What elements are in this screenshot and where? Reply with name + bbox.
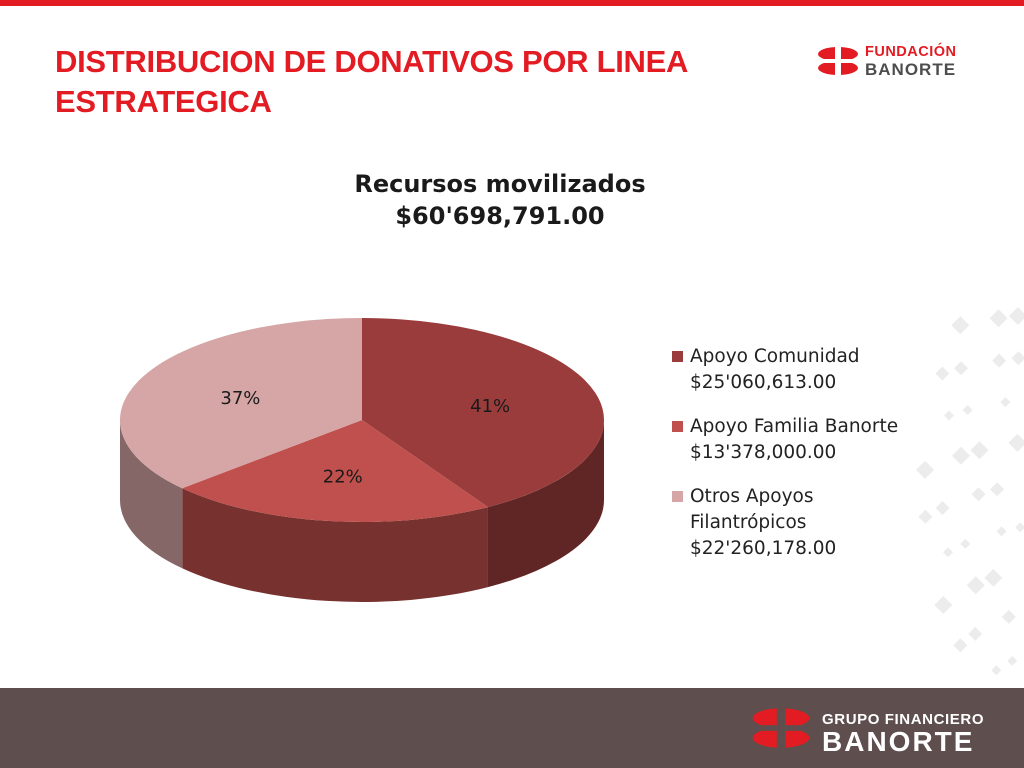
deco-diamond xyxy=(951,446,970,465)
deco-diamond xyxy=(916,460,935,479)
chart-title: Recursos movilizados $60'698,791.00 xyxy=(300,168,700,232)
deco-diamond xyxy=(971,487,986,502)
legend-label-otros: Otros Apoyos xyxy=(690,486,814,507)
deco-diamond xyxy=(935,366,950,381)
deco-diamond xyxy=(960,538,971,549)
grupo-financiero-banorte-logo: GRUPO FINANCIERO BANORTE xyxy=(748,704,1018,757)
legend-label-otros-2: Filantrópicos xyxy=(690,512,807,533)
footer-bar xyxy=(0,688,1024,768)
pie-chart: 41% 22% 37% xyxy=(119,318,604,602)
pie-side-comunidad xyxy=(487,420,604,588)
logo-top-line2: BANORTE xyxy=(865,60,957,79)
banorte-logo-icon xyxy=(751,708,811,748)
deco-diamond xyxy=(951,316,970,335)
deco-diamond xyxy=(1015,522,1024,533)
footer-logo-line1: GRUPO FINANCIERO xyxy=(822,711,985,728)
fundacion-banorte-logo: FUNDACIÓN BANORTE xyxy=(815,44,995,80)
pie-slice-comunidad xyxy=(362,318,604,508)
legend-item-comunidad: Apoyo Comunidad $25'060,613.00 xyxy=(672,344,972,396)
legend-swatch-familia xyxy=(672,421,683,432)
deco-diamond xyxy=(934,596,953,615)
deco-diamond xyxy=(1008,433,1024,452)
decorative-pattern xyxy=(916,306,1024,676)
deco-diamond xyxy=(1007,655,1018,666)
deco-diamond xyxy=(984,568,1003,587)
legend-item-otros: Otros Apoyos Filantrópicos $22'260,178.0… xyxy=(672,484,972,562)
legend-value-familia: $13'378,000.00 xyxy=(690,442,837,463)
footer-logo-line2: BANORTE xyxy=(822,726,975,757)
pie-side-familia xyxy=(182,488,488,602)
legend-swatch-comunidad xyxy=(672,351,683,362)
deco-diamond xyxy=(943,547,954,558)
chart-title-line1: Recursos movilizados xyxy=(354,170,646,198)
deco-diamond xyxy=(1011,351,1024,366)
deco-diamond xyxy=(1008,306,1024,325)
deco-diamond xyxy=(1000,397,1011,408)
deco-diamond xyxy=(990,482,1005,497)
deco-diamond xyxy=(992,353,1007,368)
deco-diamond xyxy=(996,526,1007,537)
deco-diamond xyxy=(943,410,954,421)
legend-label-familia: Apoyo Familia Banorte xyxy=(690,416,899,437)
top-accent-bar xyxy=(0,0,1024,6)
pie-label-otros: 37% xyxy=(220,388,260,409)
legend-swatch-otros xyxy=(672,491,683,502)
pie-side-otros xyxy=(120,420,183,569)
deco-diamond xyxy=(953,638,968,653)
deco-diamond xyxy=(966,576,985,595)
deco-diamond xyxy=(989,309,1008,328)
pie-label-comunidad: 41% xyxy=(470,396,510,417)
slide-title: DISTRIBUCION DE DONATIVOS POR LINEA ESTR… xyxy=(55,44,687,119)
deco-diamond xyxy=(968,626,983,641)
legend-value-otros: $22'260,178.00 xyxy=(690,538,837,559)
deco-diamond xyxy=(1001,609,1016,624)
deco-diamond xyxy=(918,509,933,524)
pie-slice-familia xyxy=(182,420,488,522)
deco-diamond xyxy=(991,665,1002,676)
legend-item-familia: Apoyo Familia Banorte $13'378,000.00 xyxy=(672,414,972,466)
legend-label-comunidad: Apoyo Comunidad xyxy=(690,346,860,367)
deco-diamond xyxy=(954,361,969,376)
pie-slice-otros xyxy=(119,318,362,489)
deco-diamond xyxy=(962,405,973,416)
pie-label-familia: 22% xyxy=(323,467,363,488)
logo-top-line1: FUNDACIÓN xyxy=(865,44,957,60)
banorte-logo-icon xyxy=(817,47,859,75)
legend-value-comunidad: $25'060,613.00 xyxy=(690,372,837,393)
chart-subtitle: $60'698,791.00 xyxy=(395,202,605,230)
chart-legend: Apoyo Comunidad $25'060,613.00 Apoyo Fam… xyxy=(672,344,972,580)
deco-diamond xyxy=(970,441,989,460)
deco-diamond xyxy=(935,501,950,516)
